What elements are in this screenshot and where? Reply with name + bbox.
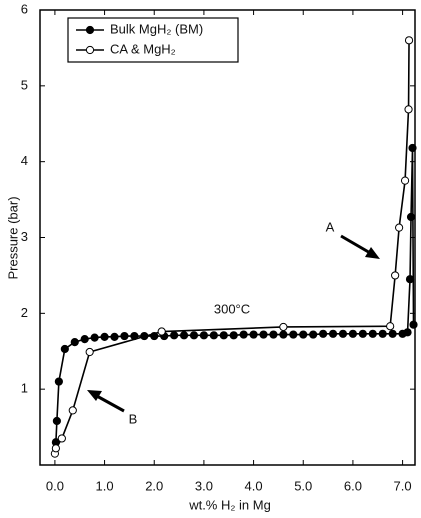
point	[199, 331, 209, 340]
legend-marker	[85, 45, 95, 55]
x-tick-label: 1.0	[96, 478, 114, 493]
point	[378, 329, 387, 338]
point	[85, 347, 94, 357]
point	[239, 330, 248, 339]
point	[269, 330, 278, 339]
point	[170, 331, 179, 340]
point	[405, 275, 415, 284]
point	[179, 331, 189, 340]
legend-label: CA & MgH₂	[110, 41, 176, 56]
point	[358, 329, 367, 338]
point	[388, 329, 397, 338]
x-tick-label: 3.0	[195, 478, 213, 493]
point	[209, 331, 218, 340]
arrow-head	[87, 390, 102, 401]
point	[249, 330, 258, 339]
point	[68, 406, 77, 415]
point	[52, 416, 61, 426]
point	[289, 330, 298, 339]
point	[80, 335, 89, 344]
y-tick-label: 3	[21, 229, 28, 244]
arrow	[340, 234, 373, 256]
arrow	[94, 393, 125, 413]
point	[409, 320, 418, 329]
legend-box	[67, 17, 239, 63]
y-tick-label: 5	[21, 77, 28, 92]
legend-marker	[85, 25, 95, 35]
point	[259, 330, 268, 339]
point	[57, 434, 66, 443]
point	[90, 333, 99, 342]
point	[120, 331, 129, 341]
point	[391, 271, 400, 280]
point	[395, 223, 404, 232]
point	[408, 143, 417, 153]
point	[54, 377, 63, 386]
point	[404, 36, 414, 45]
y-tick-label: 4	[21, 153, 28, 168]
point	[299, 330, 308, 339]
point	[400, 176, 410, 185]
series-line	[54, 40, 410, 454]
point	[219, 331, 228, 340]
point	[157, 327, 166, 336]
legend-label: Bulk MgH₂ (BM)	[110, 21, 203, 36]
point	[386, 322, 395, 331]
point	[100, 332, 109, 341]
y-tick-label: 6	[21, 1, 28, 16]
point	[403, 328, 412, 337]
point	[348, 329, 358, 338]
x-axis-label: wt.% H₂ in Mg	[188, 497, 271, 512]
point	[309, 330, 318, 339]
x-tick-label: 4.0	[245, 478, 263, 493]
x-tick-label: 7.0	[394, 478, 412, 493]
point	[229, 331, 238, 340]
point	[51, 444, 60, 453]
point	[404, 105, 413, 114]
point	[319, 329, 328, 338]
y-tick-label: 2	[21, 305, 28, 320]
point	[110, 332, 119, 341]
point	[368, 329, 377, 338]
point	[70, 338, 79, 347]
x-tick-label: 5.0	[294, 478, 312, 493]
annotation: 300°C	[214, 301, 250, 316]
point	[279, 322, 288, 332]
point	[189, 331, 199, 340]
annotation: B	[129, 411, 138, 426]
annotation: A	[326, 219, 335, 234]
point	[60, 344, 69, 354]
series-line	[55, 147, 415, 443]
point	[338, 329, 348, 338]
y-tick-label: 1	[21, 381, 28, 396]
x-tick-label: 0.0	[46, 478, 64, 493]
x-tick-label: 2.0	[145, 478, 163, 493]
point	[279, 330, 288, 339]
y-axis-label: Pressure (bar)	[5, 196, 20, 279]
point	[406, 212, 416, 222]
x-tick-label: 6.0	[344, 478, 362, 493]
arrow-head	[365, 247, 380, 259]
point	[328, 329, 338, 338]
